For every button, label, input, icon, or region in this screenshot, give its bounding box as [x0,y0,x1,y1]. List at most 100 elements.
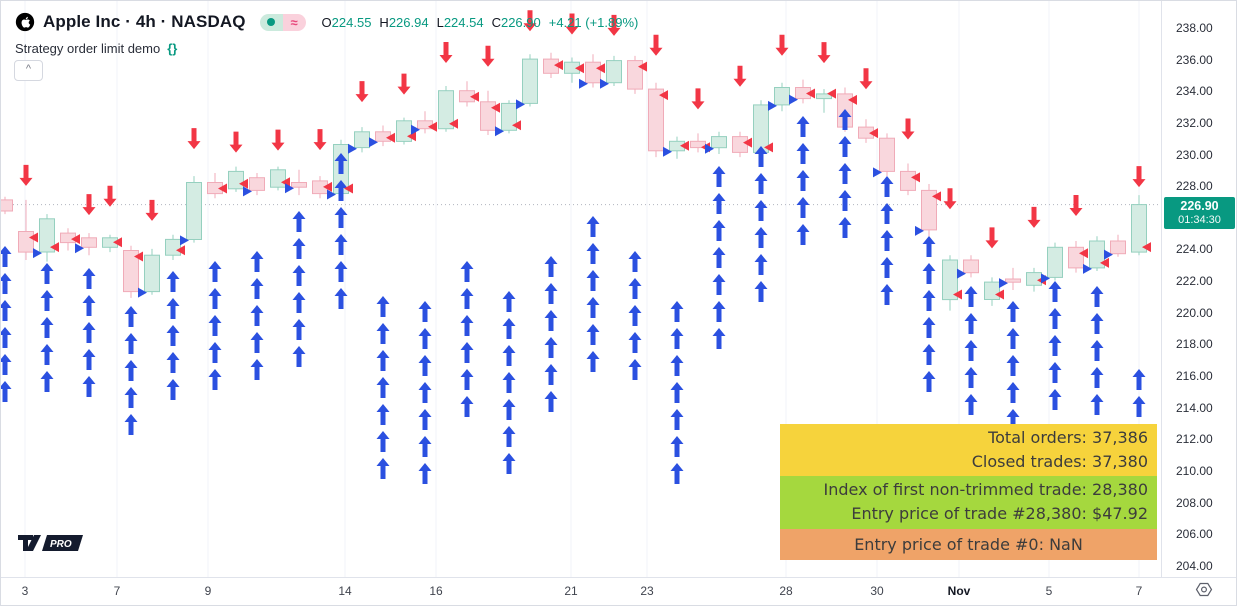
buy-arrow-icon [628,251,642,272]
buy-arrow-icon [376,323,390,344]
candle-body [900,170,916,191]
blue-entry-triangle-icon [516,99,525,110]
candle-body [18,231,34,253]
buy-arrow-icon [1048,362,1062,383]
time-axis-label: 30 [870,584,884,598]
candle-body [753,104,769,153]
sell-arrow-icon [229,131,243,153]
price-axis-label: 216.00 [1176,369,1213,384]
blue-entry-triangle-icon [915,225,924,236]
red-entry-triangle-icon [1100,257,1109,268]
sell-arrow-icon [985,227,999,249]
blue-entry-triangle-icon [579,78,588,89]
time-axis-label: 9 [204,584,212,598]
buy-arrow-icon [1090,394,1104,415]
buy-arrow-icon [1006,382,1020,403]
chart-legend: Apple Inc · 4h · NASDAQ ≈ O224.55 H226.9… [15,10,638,56]
buy-arrow-icon [166,379,180,400]
tradingview-logo[interactable]: PRO [17,532,91,554]
time-axis-label: 23 [640,584,654,598]
buy-arrow-icon [880,257,894,278]
buy-arrow-icon [292,292,306,313]
buy-arrow-icon [1048,308,1062,329]
candle-body [711,136,727,149]
candle-body [774,87,790,106]
red-entry-triangle-icon [911,172,920,183]
collapse-legend-button[interactable]: ^ [14,60,43,81]
buy-arrow-icon [964,313,978,334]
buy-arrow-icon [586,351,600,372]
buy-arrow-icon [418,463,432,484]
source-toggle[interactable]: ≈ [259,13,306,31]
buy-arrow-icon [712,301,726,322]
candle-body [270,169,286,188]
buy-arrow-icon [334,234,348,255]
buy-arrow-icon [82,295,96,316]
blue-entry-triangle-icon [705,143,714,154]
red-entry-triangle-icon [512,120,521,131]
buy-arrow-icon [670,355,684,376]
buy-arrow-icon [754,254,768,275]
buy-arrow-icon [670,301,684,322]
candle-body [186,182,202,240]
buy-arrow-icon [82,322,96,343]
price-axis-label: 218.00 [1176,337,1213,352]
approx-tilde-icon: ≈ [282,13,306,31]
buy-arrow-icon [460,261,474,282]
candle-body [396,120,412,142]
buy-arrow-icon [964,286,978,307]
blue-entry-triangle-icon [957,268,966,279]
orders-summary-section: Total orders: 37,386 Closed trades: 37,3… [780,424,1157,476]
blue-entry-triangle-icon [180,235,189,246]
buy-arrow-icon [1,246,12,267]
time-axis-label: 3 [21,584,29,598]
buy-arrow-icon [1090,313,1104,334]
price-axis-label: 228.00 [1176,179,1213,194]
sell-arrow-icon [355,81,369,103]
entry-price-trade: Entry price of trade #28,380: $47.92 [851,504,1148,523]
buy-arrow-icon [670,436,684,457]
buy-arrow-icon [334,153,348,174]
open-value: O224.55 [321,14,372,30]
buy-arrow-icon [292,319,306,340]
candle-body [879,137,895,172]
ohlc-values: O224.55 H226.94 L224.54 C226.90 +4.21 (+… [322,15,639,30]
axis-settings-gear-icon[interactable] [1195,582,1213,602]
buy-arrow-icon [712,247,726,268]
buy-arrow-icon [1006,328,1020,349]
buy-arrow-icon [796,170,810,191]
chart-pane[interactable]: Apple Inc · 4h · NASDAQ ≈ O224.55 H226.9… [1,1,1161,577]
price-axis-label: 210.00 [1176,463,1213,478]
buy-arrow-icon [796,116,810,137]
pro-badge: PRO [50,539,72,550]
buy-arrow-icon [922,290,936,311]
buy-arrow-icon [712,193,726,214]
buy-arrow-icon [922,263,936,284]
strategy-name[interactable]: Strategy order limit demo [15,41,161,56]
buy-arrow-icon [922,236,936,257]
source-code-icon[interactable]: {} [167,41,178,56]
buy-arrow-icon [796,143,810,164]
symbol-title[interactable]: Apple Inc · 4h · NASDAQ [43,12,246,31]
sell-arrow-icon [271,129,285,151]
closed-trades: Closed trades: 37,380 [971,452,1148,471]
blue-entry-triangle-icon [348,143,357,154]
buy-arrow-icon [586,297,600,318]
candle-body [522,58,538,104]
buy-arrow-icon [544,337,558,358]
candle-body [480,101,496,131]
buy-arrow-icon [922,317,936,338]
blue-entry-triangle-icon [138,287,147,298]
buy-arrow-icon [544,391,558,412]
buy-arrow-icon [1132,369,1146,390]
time-axis[interactable]: 3 7 9 14 16 21 23 28 30 Nov 5 7 [1,577,1236,605]
blue-entry-triangle-icon [999,278,1008,289]
price-axis-label: 222.00 [1176,274,1213,289]
candle-body [1,199,13,212]
high-value: H226.94 [379,14,429,30]
red-entry-triangle-icon [29,232,38,243]
candle-body [1047,246,1063,278]
price-axis[interactable]: 226.90 01:34:30 238.00 236.00 234.00 232.00… [1161,1,1236,577]
buy-arrow-icon [166,325,180,346]
price-axis-label: 236.00 [1176,52,1213,67]
